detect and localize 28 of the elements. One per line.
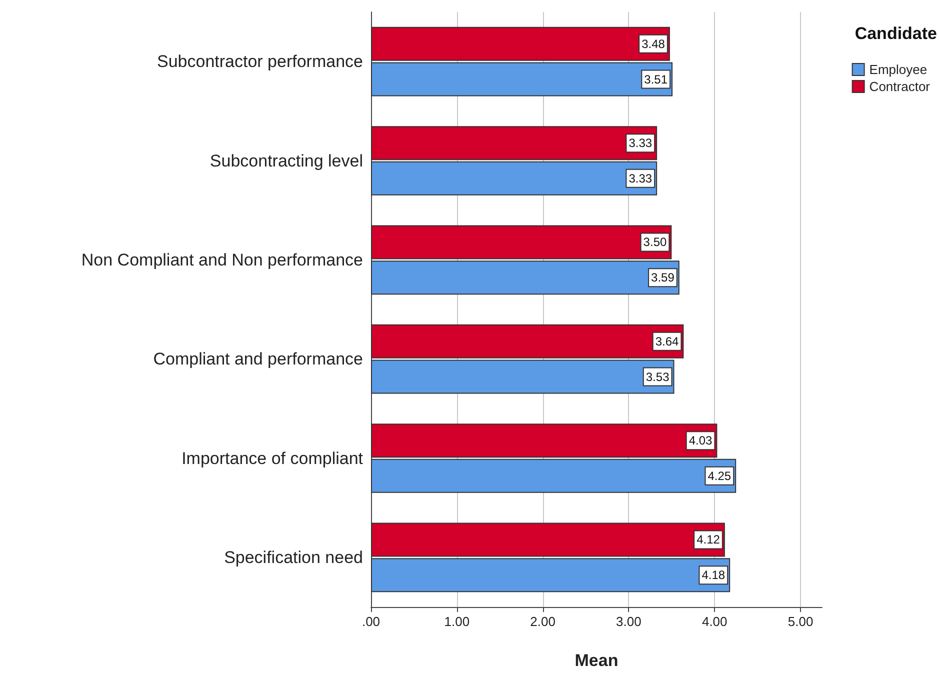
x-tick-label: 5.00 xyxy=(788,614,814,629)
x-tick-label: 4.00 xyxy=(702,614,728,629)
data-label: 3.64 xyxy=(655,334,680,348)
data-label: 3.59 xyxy=(651,270,675,285)
y-tick-label: Importance of compliant xyxy=(182,448,364,468)
legend-label: Employee xyxy=(869,62,928,77)
legend-label: Contractor xyxy=(869,79,931,94)
x-axis-title: Mean xyxy=(574,651,618,670)
y-tick-label: Subcontracting level xyxy=(210,151,363,170)
y-tick-label: Subcontractor performance xyxy=(157,52,363,72)
x-tick-label: .00 xyxy=(362,614,380,629)
y-tick-label: Specification need xyxy=(224,548,363,567)
y-tick-label: Compliant and performance xyxy=(153,350,363,369)
data-label: 3.33 xyxy=(628,136,652,150)
data-label: 3.48 xyxy=(642,36,666,51)
x-tick-label: 2.00 xyxy=(530,614,556,629)
x-tick-label: 1.00 xyxy=(444,614,470,629)
data-label: 4.25 xyxy=(708,468,732,483)
data-label: 4.03 xyxy=(688,434,713,448)
data-label: 3.51 xyxy=(644,72,668,86)
data-label: 4.18 xyxy=(702,568,726,582)
data-label: 3.50 xyxy=(643,235,667,250)
y-tick-label: Non Compliant and Non performance xyxy=(81,250,363,270)
x-tick-label: 3.00 xyxy=(616,614,642,629)
data-label: 4.12 xyxy=(696,532,720,547)
legend-title: Candidate xyxy=(854,24,938,43)
data-label: 3.33 xyxy=(628,171,652,186)
data-label: 3.53 xyxy=(646,370,670,384)
